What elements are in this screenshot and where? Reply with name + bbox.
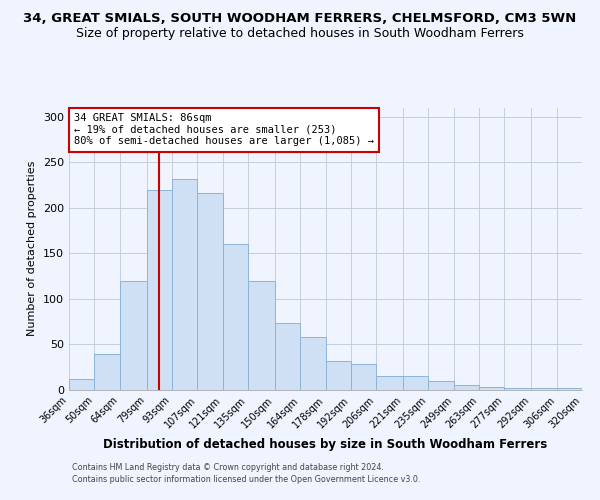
Bar [300, 337, 325, 390]
Bar [94, 354, 119, 390]
Bar [403, 376, 428, 390]
Text: 34 GREAT SMIALS: 86sqm
← 19% of detached houses are smaller (253)
80% of semi-de: 34 GREAT SMIALS: 86sqm ← 19% of detached… [74, 113, 374, 146]
Text: Size of property relative to detached houses in South Woodham Ferrers: Size of property relative to detached ho… [76, 28, 524, 40]
Y-axis label: Number of detached properties: Number of detached properties [28, 161, 37, 336]
Bar [351, 364, 376, 390]
Bar [275, 324, 300, 390]
Bar [325, 361, 351, 390]
Bar [428, 381, 454, 390]
Text: Contains HM Land Registry data © Crown copyright and database right 2024.: Contains HM Land Registry data © Crown c… [72, 464, 384, 472]
Bar [146, 190, 172, 390]
Text: 34, GREAT SMIALS, SOUTH WOODHAM FERRERS, CHELMSFORD, CM3 5WN: 34, GREAT SMIALS, SOUTH WOODHAM FERRERS,… [23, 12, 577, 26]
Bar [557, 388, 582, 390]
Bar [172, 178, 197, 390]
Bar [532, 388, 557, 390]
Bar [223, 244, 248, 390]
Bar [376, 376, 403, 390]
Bar [197, 193, 223, 390]
Text: Contains public sector information licensed under the Open Government Licence v3: Contains public sector information licen… [72, 475, 421, 484]
Bar [479, 388, 505, 390]
Bar [69, 379, 94, 390]
Bar [454, 386, 479, 390]
Bar [505, 388, 532, 390]
Bar [119, 280, 146, 390]
X-axis label: Distribution of detached houses by size in South Woodham Ferrers: Distribution of detached houses by size … [103, 438, 548, 451]
Bar [248, 280, 275, 390]
